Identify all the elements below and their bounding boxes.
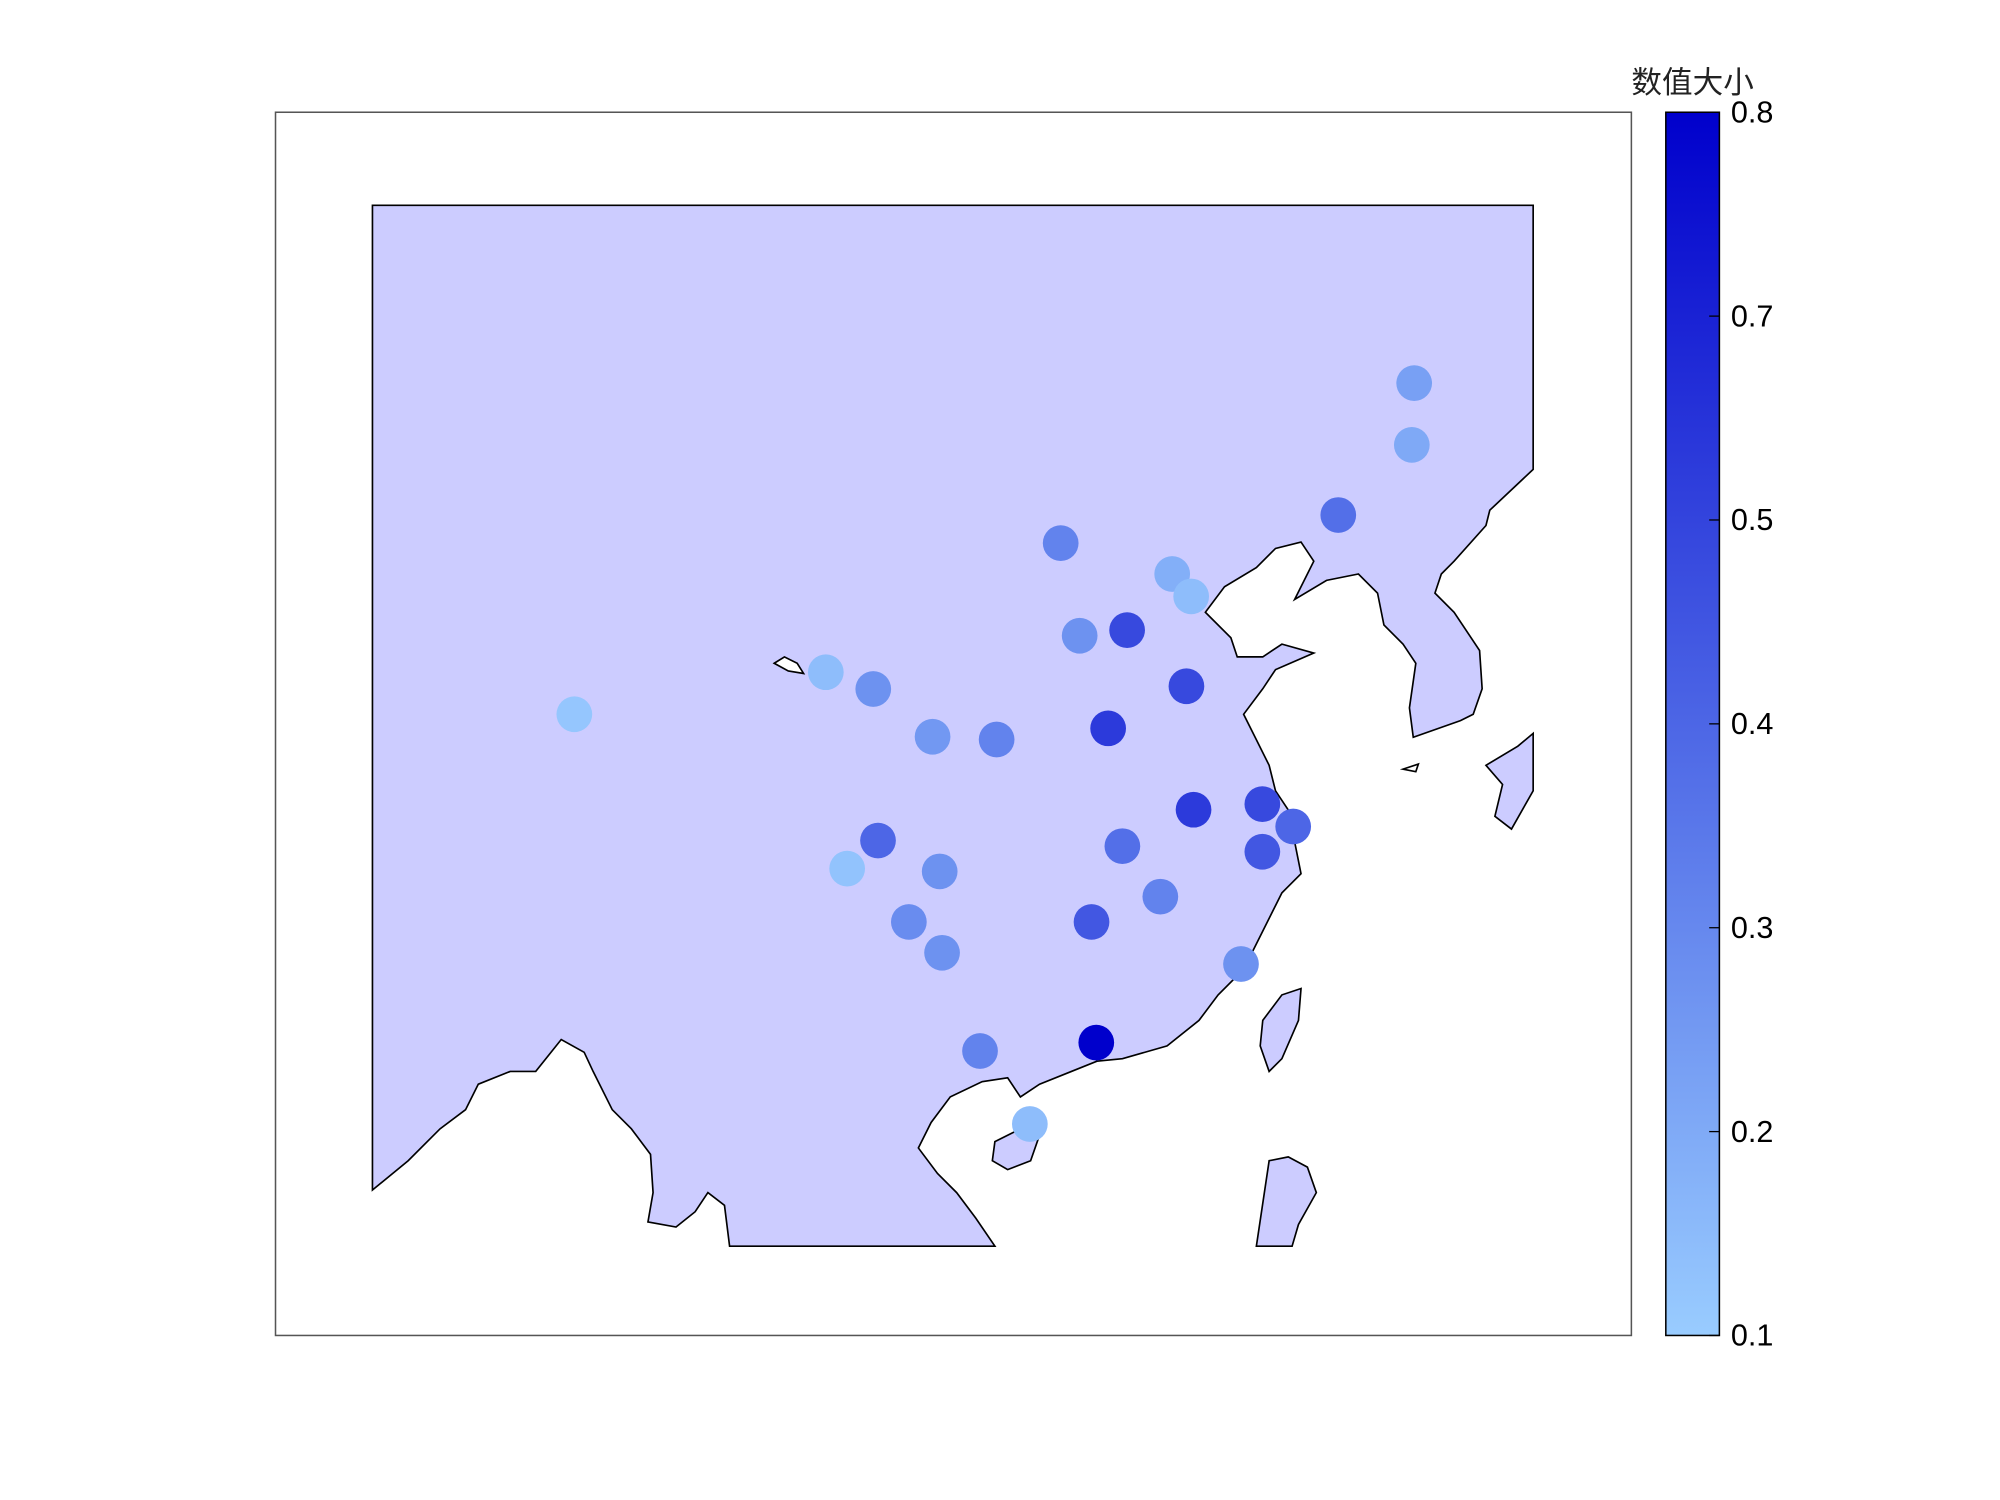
colorbar-tick-label: 0.8 xyxy=(1731,95,1774,129)
data-point xyxy=(1011,1106,1048,1142)
points-layer xyxy=(556,365,1433,1142)
data-point xyxy=(890,904,927,940)
colorbar-tick-label: 0.4 xyxy=(1731,707,1774,741)
data-point xyxy=(807,654,844,691)
data-point xyxy=(1396,365,1433,402)
data-point xyxy=(1061,617,1098,654)
small-island xyxy=(1399,762,1420,773)
kyushu-island xyxy=(1484,731,1534,831)
data-point xyxy=(1320,497,1357,533)
land-layer xyxy=(371,204,1534,1248)
colorbar-ticks: 0.8 0.7 0.5 0.4 0.3 0.2 0.1 xyxy=(1709,95,1774,1353)
data-point xyxy=(924,934,960,971)
data-point xyxy=(556,696,593,733)
data-point xyxy=(1393,427,1430,463)
data-point xyxy=(1173,578,1210,615)
colorbar-title: 数值大小 xyxy=(1631,66,1753,101)
data-point xyxy=(1073,904,1110,940)
data-point xyxy=(1223,946,1259,982)
data-point xyxy=(1109,612,1145,648)
colorbar-tick-label: 0.5 xyxy=(1731,503,1774,537)
data-point xyxy=(860,822,896,859)
data-point xyxy=(1142,878,1179,915)
data-point xyxy=(829,850,866,887)
data-point xyxy=(1275,808,1312,845)
data-point xyxy=(1090,710,1126,747)
data-point xyxy=(1244,786,1281,822)
data-point xyxy=(921,853,958,890)
data-point xyxy=(1168,668,1205,705)
colorbar-tick-label: 0.7 xyxy=(1731,299,1774,333)
data-point xyxy=(1042,525,1079,561)
data-point xyxy=(978,721,1015,758)
luzon-island xyxy=(1255,1156,1318,1248)
colorbar-tick-label: 0.2 xyxy=(1731,1115,1774,1149)
taiwan-island xyxy=(1259,987,1302,1073)
data-point xyxy=(1175,791,1212,828)
data-point xyxy=(855,671,892,707)
mainland-polygon xyxy=(371,204,1534,1248)
data-point xyxy=(962,1033,998,1069)
data-point xyxy=(1078,1024,1115,1061)
data-point xyxy=(1244,833,1281,870)
colorbar-tick-label: 0.3 xyxy=(1731,911,1774,945)
colorbar-tick-label: 0.1 xyxy=(1731,1319,1774,1353)
qinghai-lake xyxy=(772,655,806,675)
data-point xyxy=(1104,828,1141,865)
data-point xyxy=(914,718,951,755)
